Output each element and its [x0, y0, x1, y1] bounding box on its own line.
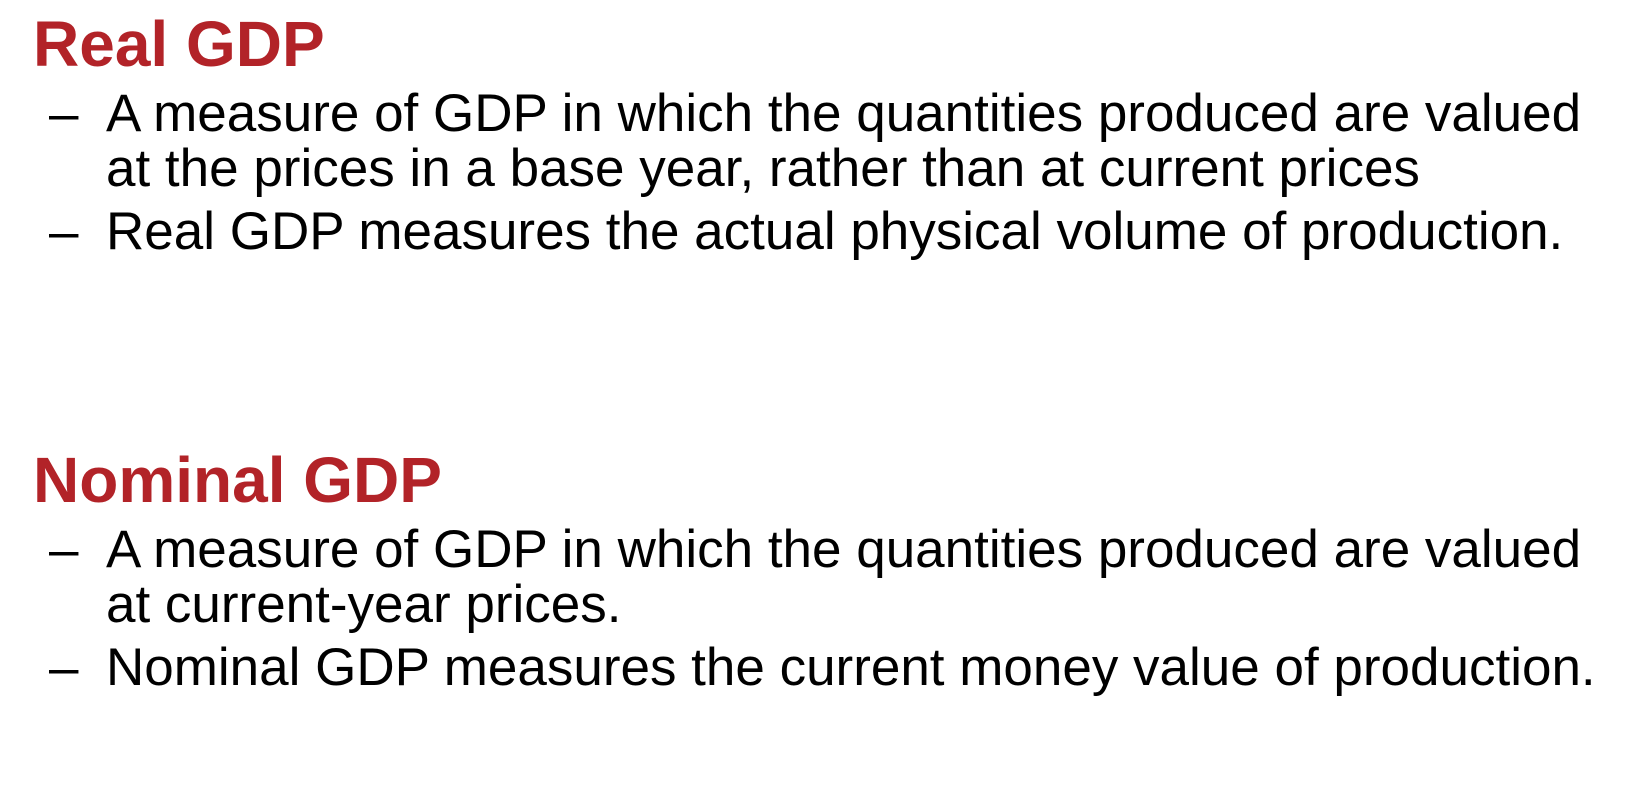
bullet-list-real-gdp: – A measure of GDP in which the quantiti…	[33, 86, 1613, 259]
dash-bullet-marker: –	[49, 84, 79, 143]
dash-bullet-marker: –	[49, 202, 79, 261]
bullet-list-nominal-gdp: – A measure of GDP in which the quantiti…	[33, 522, 1613, 695]
dash-bullet-marker: –	[49, 638, 79, 697]
bullet-item: – A measure of GDP in which the quantiti…	[33, 522, 1613, 632]
bullet-item: – Nominal GDP measures the current money…	[33, 640, 1613, 695]
heading-real-gdp: Real GDP	[33, 8, 325, 80]
bullet-text: Nominal GDP measures the current money v…	[106, 638, 1596, 697]
section-real-gdp: Real GDP – A measure of GDP in which the…	[33, 6, 1613, 259]
bullet-text: A measure of GDP in which the quantities…	[106, 520, 1582, 634]
section-nominal-gdp: Nominal GDP – A measure of GDP in which …	[33, 442, 1613, 695]
bullet-item: – A measure of GDP in which the quantiti…	[33, 86, 1613, 196]
bullet-text: A measure of GDP in which the quantities…	[106, 84, 1582, 198]
dash-bullet-marker: –	[49, 520, 79, 579]
heading-nominal-gdp: Nominal GDP	[33, 444, 442, 516]
bullet-item: – Real GDP measures the actual physical …	[33, 204, 1613, 259]
bullet-text: Real GDP measures the actual physical vo…	[106, 202, 1564, 261]
